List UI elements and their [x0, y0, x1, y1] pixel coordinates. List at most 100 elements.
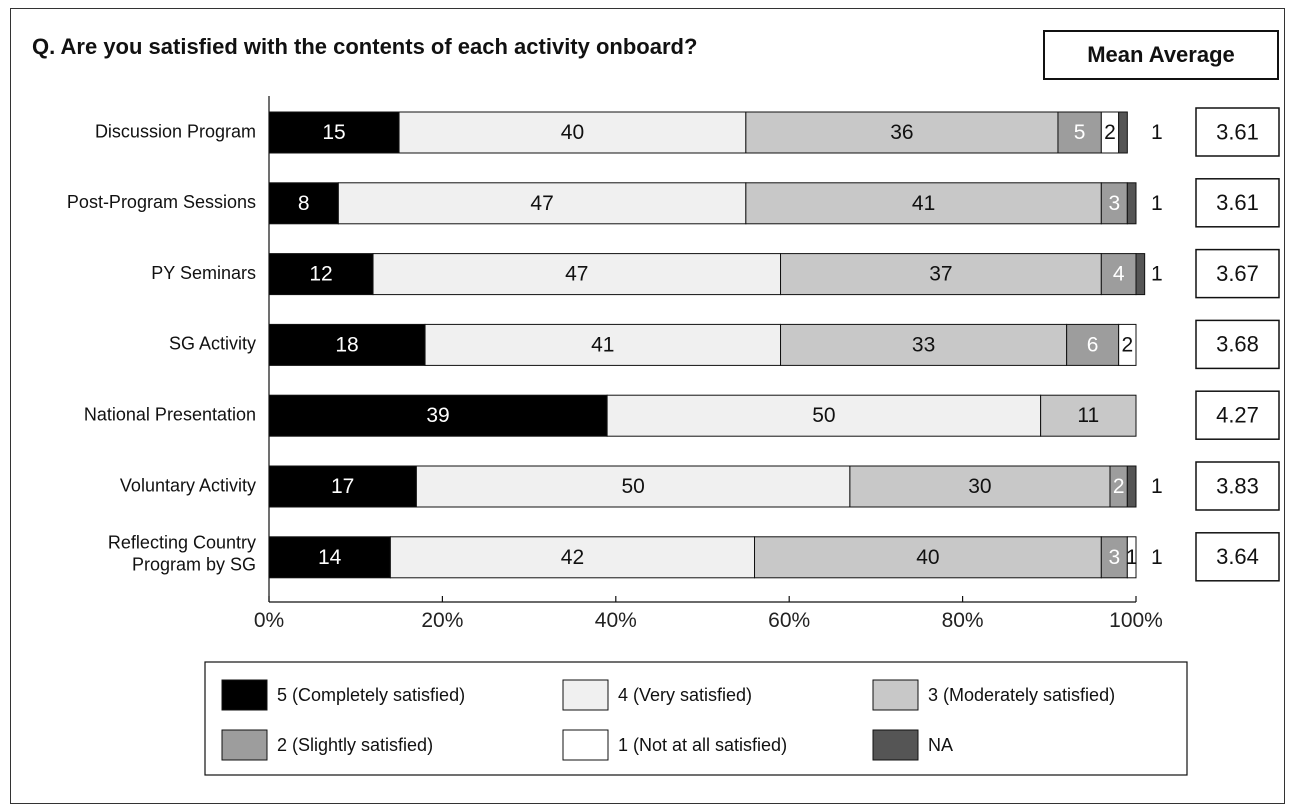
- bar-data-label: 15: [322, 121, 345, 144]
- mean-average-value: 3.61: [1216, 119, 1259, 144]
- bar-segment: [1118, 323, 1137, 366]
- bar-segment: [1135, 253, 1146, 296]
- bar-segment: [1040, 394, 1137, 437]
- legend-label: 3 (Moderately satisfied): [928, 685, 1115, 705]
- bar-segment: [1126, 536, 1137, 579]
- bar-data-label: 41: [591, 333, 614, 356]
- bar-segment: [424, 323, 782, 366]
- bar-segment: [1066, 323, 1120, 366]
- bar-data-label: 1: [1126, 546, 1138, 569]
- chart-title: Q. Are you satisfied with the contents o…: [32, 34, 698, 59]
- legend-label: 4 (Very satisfied): [618, 685, 752, 705]
- x-tick-label: 40%: [595, 609, 637, 632]
- category-label: SG Activity: [169, 334, 256, 354]
- bar-data-label: 50: [812, 404, 835, 427]
- legend-swatch: [872, 729, 919, 761]
- bar-data-label: 37: [929, 263, 952, 286]
- mean-average-header: Mean Average: [1043, 30, 1279, 80]
- bar-data-label: 6: [1087, 333, 1099, 356]
- category-label: Voluntary Activity: [120, 475, 256, 495]
- legend-swatch: [562, 679, 609, 711]
- bar-data-label: 39: [426, 404, 449, 427]
- mean-average-box: [1195, 532, 1280, 582]
- mean-average-value: 3.61: [1216, 190, 1259, 215]
- bar-segment: [849, 465, 1111, 508]
- mean-average-box: [1195, 107, 1280, 157]
- bar-data-label: 30: [968, 475, 991, 498]
- bar-data-label: 3: [1108, 192, 1120, 215]
- bar-segment: [1126, 465, 1137, 508]
- category-label: National Presentation: [84, 404, 256, 424]
- bar-segment: [1100, 182, 1128, 225]
- x-tick-label: 20%: [421, 609, 463, 632]
- bar-segment: [389, 536, 756, 579]
- bar-segment: [268, 394, 608, 437]
- legend-box: [204, 661, 1188, 776]
- outside-data-label: 1: [1151, 263, 1163, 286]
- bar-data-label: 11: [1077, 404, 1099, 427]
- bar-segment: [780, 323, 1068, 366]
- mean-average-box: [1195, 461, 1280, 511]
- legend-label: 1 (Not at all satisfied): [618, 735, 787, 755]
- bar-data-label: 18: [335, 333, 358, 356]
- bar-data-label: 50: [621, 475, 644, 498]
- bar-segment: [415, 465, 851, 508]
- bar-data-label: 36: [890, 121, 913, 144]
- bar-segment: [337, 182, 747, 225]
- outside-data-label: 1: [1151, 546, 1163, 569]
- legend-swatch: [562, 729, 609, 761]
- x-tick-label: 100%: [1109, 609, 1163, 632]
- chart-frame: [10, 8, 1285, 804]
- bar-data-label: 12: [309, 263, 332, 286]
- mean-average-box: [1195, 248, 1280, 299]
- legend-swatch: [221, 679, 268, 711]
- bar-segment: [1057, 111, 1102, 154]
- bar-segment: [1118, 111, 1128, 154]
- bar-data-label: 2: [1113, 475, 1125, 498]
- bar-segment: [606, 394, 1042, 437]
- legend-label: NA: [928, 735, 953, 755]
- bar-data-label: 33: [912, 333, 935, 356]
- bar-data-label: 47: [565, 263, 588, 286]
- bar-data-label: 17: [331, 475, 354, 498]
- mean-average-value: 3.64: [1216, 544, 1259, 569]
- mean-average-value: 3.68: [1216, 332, 1259, 357]
- bar-segment: [1100, 253, 1137, 296]
- bar-segment: [1100, 536, 1128, 579]
- outside-data-label: 1: [1151, 475, 1163, 498]
- bar-data-label: 2: [1121, 333, 1133, 356]
- bar-segment: [268, 323, 426, 366]
- bar-data-label: 42: [561, 546, 584, 569]
- category-label: Reflecting Country Program by SG: [108, 532, 256, 574]
- bar-data-label: 41: [912, 192, 935, 215]
- bar-segment: [745, 182, 1102, 225]
- bar-segment: [780, 253, 1102, 296]
- mean-average-value: 4.27: [1216, 403, 1259, 428]
- x-tick-label: 0%: [254, 609, 284, 632]
- category-label: PY Seminars: [151, 263, 256, 283]
- mean-average-box: [1195, 178, 1280, 228]
- bar-data-label: 2: [1104, 121, 1116, 144]
- bar-data-label: 47: [530, 192, 553, 215]
- bar-data-label: 40: [561, 121, 584, 144]
- bar-segment: [1126, 182, 1137, 225]
- bar-segment: [268, 253, 374, 296]
- x-tick-label: 80%: [942, 609, 984, 632]
- mean-average-box: [1195, 319, 1280, 370]
- bar-segment: [268, 536, 391, 579]
- mean-average-box: [1195, 390, 1280, 440]
- category-label: Discussion Program: [95, 121, 256, 141]
- mean-average-value: 3.83: [1216, 473, 1259, 498]
- bar-segment: [754, 536, 1102, 579]
- bar-data-label: 3: [1108, 546, 1120, 569]
- legend-label: 2 (Slightly satisfied): [277, 735, 433, 755]
- bar-data-label: 4: [1113, 263, 1125, 286]
- legend-swatch: [221, 729, 268, 761]
- legend-label: 5 (Completely satisfied): [277, 685, 465, 705]
- bar-segment: [268, 465, 417, 508]
- bar-data-label: 14: [318, 546, 342, 569]
- bar-data-label: 8: [298, 192, 310, 215]
- category-label: Post-Program Sessions: [67, 192, 256, 212]
- outside-data-label: 1: [1151, 192, 1163, 215]
